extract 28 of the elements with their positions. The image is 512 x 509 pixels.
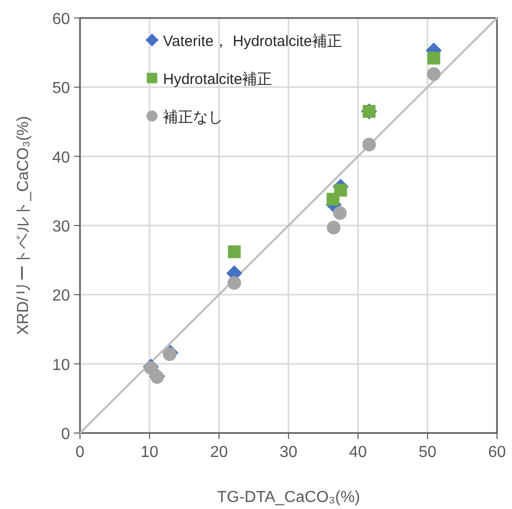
y-tick-label: 30 (52, 218, 70, 236)
y-tick-label: 20 (52, 288, 70, 305)
point (362, 138, 376, 152)
legend-label: 補正なし (163, 109, 223, 126)
point (333, 206, 347, 220)
y-tick-label: 0 (61, 426, 70, 443)
y-tick-label: 10 (52, 356, 70, 374)
x-tick-label: 10 (140, 444, 158, 461)
x-tick-label: 60 (488, 444, 506, 461)
legend-label: Hydrotalcite補正 (163, 71, 272, 88)
point (326, 220, 340, 234)
point (427, 52, 440, 65)
point (162, 347, 176, 361)
point (426, 67, 441, 81)
legend-label: Vaterite， Hydrotalcite補正 (163, 33, 342, 50)
y-tick-label: 40 (52, 149, 70, 166)
x-tick-label: 30 (280, 444, 298, 461)
x-tick-label: 40 (349, 444, 367, 461)
y-tick-label: 50 (52, 80, 70, 98)
point (228, 245, 241, 258)
y-tick-label: 60 (52, 11, 70, 28)
x-axis-title: TG-DTA_CaCO₃(%) (216, 489, 360, 506)
y-axis-title: XRD/リートベルト_CaCO₃(%) (15, 116, 32, 335)
x-tick-label: 0 (76, 444, 85, 461)
x-tick-label: 20 (210, 444, 228, 461)
x-tick-label: 50 (418, 444, 436, 461)
point (227, 276, 242, 290)
point (326, 192, 340, 206)
